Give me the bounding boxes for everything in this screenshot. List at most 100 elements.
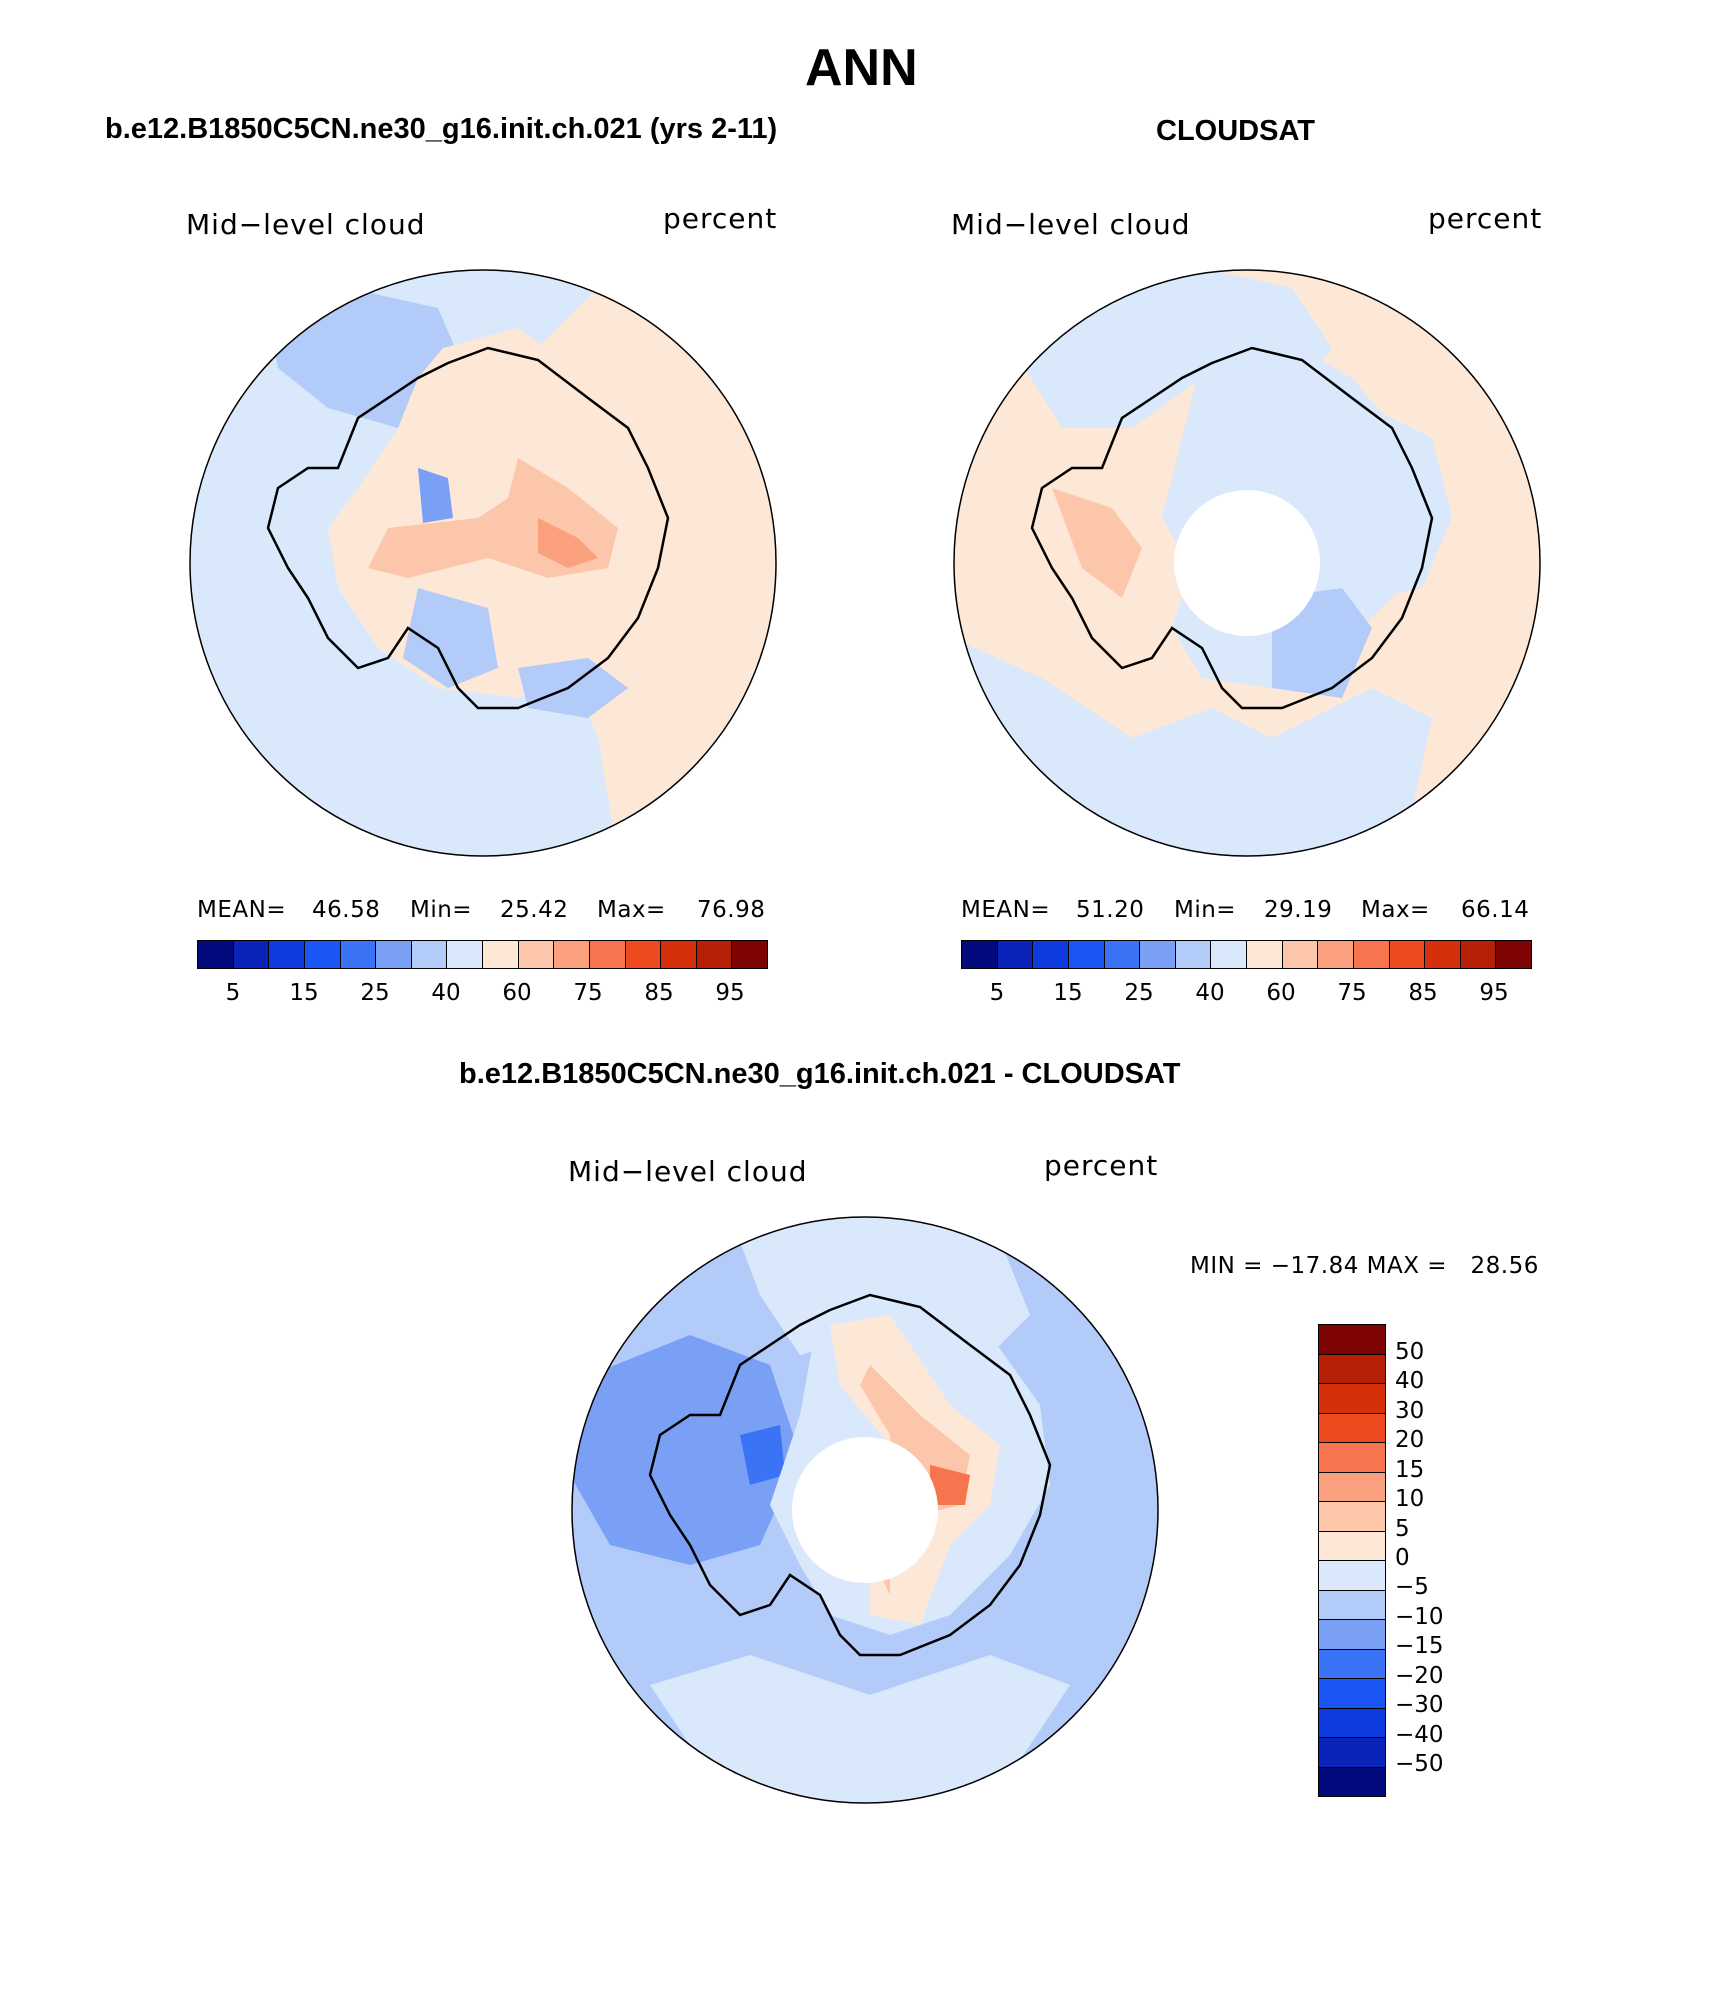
colorbar-swatch xyxy=(1318,941,1354,968)
colorbar-swatch xyxy=(1319,1590,1385,1620)
colorbar-swatch xyxy=(732,941,767,968)
panel2-tick: 40 xyxy=(1195,980,1225,1006)
panel2-min-label: Min= xyxy=(1174,897,1237,923)
colorbar-swatch xyxy=(1319,1325,1385,1355)
panel2-mean-label: MEAN= xyxy=(961,897,1051,923)
colorbar-swatch xyxy=(1319,1738,1385,1768)
colorbar-swatch xyxy=(1319,1354,1385,1384)
panel1-max-label: Max= xyxy=(597,897,666,923)
panel2-coastline xyxy=(1030,346,1434,710)
colorbar-swatch xyxy=(554,941,590,968)
colorbar-swatch xyxy=(696,941,733,968)
diff-tick: 15 xyxy=(1395,1457,1425,1483)
panel1-units-label: percent xyxy=(663,202,778,235)
colorbar-swatch xyxy=(1104,941,1141,968)
colorbar-swatch xyxy=(411,941,448,968)
diff-tick: −50 xyxy=(1395,1751,1444,1777)
diff-hot-spot xyxy=(930,1465,970,1505)
colorbar-swatch xyxy=(1211,941,1247,968)
diff-tick: −20 xyxy=(1395,1663,1444,1689)
panel2-tick: 5 xyxy=(989,980,1005,1006)
diff-pole-hole xyxy=(792,1437,938,1583)
panel2-map-boundary xyxy=(953,269,1541,857)
panel2-tick: 95 xyxy=(1479,980,1509,1006)
panel2-tick: 60 xyxy=(1266,980,1296,1006)
colorbar-swatch xyxy=(447,941,483,968)
diff-tick: 20 xyxy=(1395,1427,1425,1453)
panel1-mean-label: MEAN= xyxy=(197,897,287,923)
diff-panel-title: b.e12.B1850C5CN.ne30_g16.init.ch.021 - C… xyxy=(459,1058,1181,1090)
panel2-units-label: percent xyxy=(1428,202,1543,235)
panel2-max-label: Max= xyxy=(1361,897,1430,923)
colorbar-swatch xyxy=(589,941,626,968)
diff-map-boundary xyxy=(571,1216,1159,1804)
panel2-min-value: 29.19 xyxy=(1264,897,1333,923)
colorbar-swatch xyxy=(1140,941,1176,968)
colorbar-swatch xyxy=(1247,941,1283,968)
panel1-max-value: 76.98 xyxy=(697,897,766,923)
colorbar-swatch xyxy=(1425,941,1461,968)
panel2-warm-peninsula xyxy=(1052,488,1142,598)
panel1-map-boundary xyxy=(189,269,777,857)
colorbar-swatch xyxy=(1319,1679,1385,1709)
panel2-map xyxy=(953,269,1541,857)
panel1-min-value: 25.42 xyxy=(500,897,569,923)
colorbar-swatch xyxy=(1319,1649,1385,1679)
panel1-coastline xyxy=(266,346,670,710)
panel1-min-label: Min= xyxy=(410,897,473,923)
panel1-title: b.e12.B1850C5CN.ne30_g16.init.ch.021 (yr… xyxy=(105,113,778,145)
colorbar-swatch xyxy=(1319,1708,1385,1738)
diff-colorbar xyxy=(1318,1324,1386,1797)
colorbar-swatch xyxy=(625,941,662,968)
diff-tick: −5 xyxy=(1395,1574,1429,1600)
colorbar-swatch xyxy=(1319,1443,1385,1473)
colorbar-swatch xyxy=(1319,1767,1385,1796)
colorbar-swatch xyxy=(1319,1561,1385,1591)
colorbar-swatch xyxy=(1282,941,1319,968)
colorbar-swatch xyxy=(1319,1531,1385,1561)
panel1-cool-basin-1 xyxy=(403,588,498,688)
panel1-tick: 25 xyxy=(360,980,390,1006)
panel1-variable-label: Mid−level cloud xyxy=(186,208,426,241)
colorbar-swatch xyxy=(1353,941,1390,968)
colorbar-swatch xyxy=(483,941,519,968)
panel1-tick: 40 xyxy=(431,980,461,1006)
panel2-tick: 15 xyxy=(1053,980,1083,1006)
diff-variable-label: Mid−level cloud xyxy=(568,1155,808,1188)
diff-tick: 40 xyxy=(1395,1368,1425,1394)
diff-map xyxy=(571,1216,1159,1804)
colorbar-swatch xyxy=(1319,1413,1385,1443)
panel1-cool-spot xyxy=(418,468,453,523)
panel2-title: CLOUDSAT xyxy=(1156,115,1315,147)
panel2-tick: 75 xyxy=(1337,980,1367,1006)
colorbar-swatch xyxy=(1319,1620,1385,1650)
colorbar-swatch xyxy=(304,941,341,968)
diff-cold-core xyxy=(740,1425,785,1485)
colorbar-swatch xyxy=(1460,941,1497,968)
colorbar-swatch xyxy=(1319,1472,1385,1502)
diff-tick: −10 xyxy=(1395,1604,1444,1630)
colorbar-swatch xyxy=(340,941,377,968)
diff-units-label: percent xyxy=(1044,1149,1159,1182)
colorbar-swatch xyxy=(269,941,305,968)
panel1-map xyxy=(189,269,777,857)
panel2-max-value: 66.14 xyxy=(1461,897,1530,923)
diff-minmax-label: MIN = −17.84 MAX = 28.56 xyxy=(1190,1253,1539,1279)
colorbar-swatch xyxy=(1033,941,1069,968)
panel2-variable-label: Mid−level cloud xyxy=(951,208,1191,241)
diff-tick: −30 xyxy=(1395,1692,1444,1718)
diff-tick: 5 xyxy=(1395,1516,1410,1542)
panel2-pole-hole xyxy=(1174,490,1320,636)
panel2-tick: 85 xyxy=(1408,980,1438,1006)
colorbar-swatch xyxy=(233,941,270,968)
panel1-mean-value: 46.58 xyxy=(312,897,381,923)
diff-cold-west xyxy=(572,1335,800,1565)
diff-tick: 0 xyxy=(1395,1545,1410,1571)
panel2-colorbar xyxy=(961,940,1532,969)
colorbar-swatch xyxy=(376,941,412,968)
panel2-tick: 25 xyxy=(1124,980,1154,1006)
colorbar-swatch xyxy=(1389,941,1426,968)
colorbar-swatch xyxy=(661,941,697,968)
panel1-tick: 75 xyxy=(573,980,603,1006)
colorbar-swatch xyxy=(198,941,234,968)
